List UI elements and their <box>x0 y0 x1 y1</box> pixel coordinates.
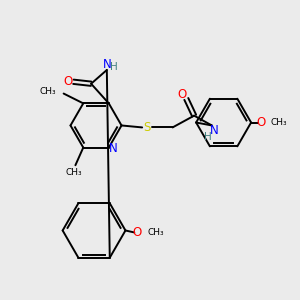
Text: CH₃: CH₃ <box>271 118 287 127</box>
Text: O: O <box>63 75 72 88</box>
Text: S: S <box>143 121 151 134</box>
Text: N: N <box>109 142 118 155</box>
Text: N: N <box>209 124 218 137</box>
Text: H: H <box>204 132 212 142</box>
Text: O: O <box>133 226 142 239</box>
Text: O: O <box>256 116 266 129</box>
Text: H: H <box>110 62 118 72</box>
Text: N: N <box>102 58 111 70</box>
Text: O: O <box>178 88 187 100</box>
Text: CH₃: CH₃ <box>65 168 82 177</box>
Text: CH₃: CH₃ <box>39 87 56 96</box>
Text: CH₃: CH₃ <box>147 228 164 237</box>
